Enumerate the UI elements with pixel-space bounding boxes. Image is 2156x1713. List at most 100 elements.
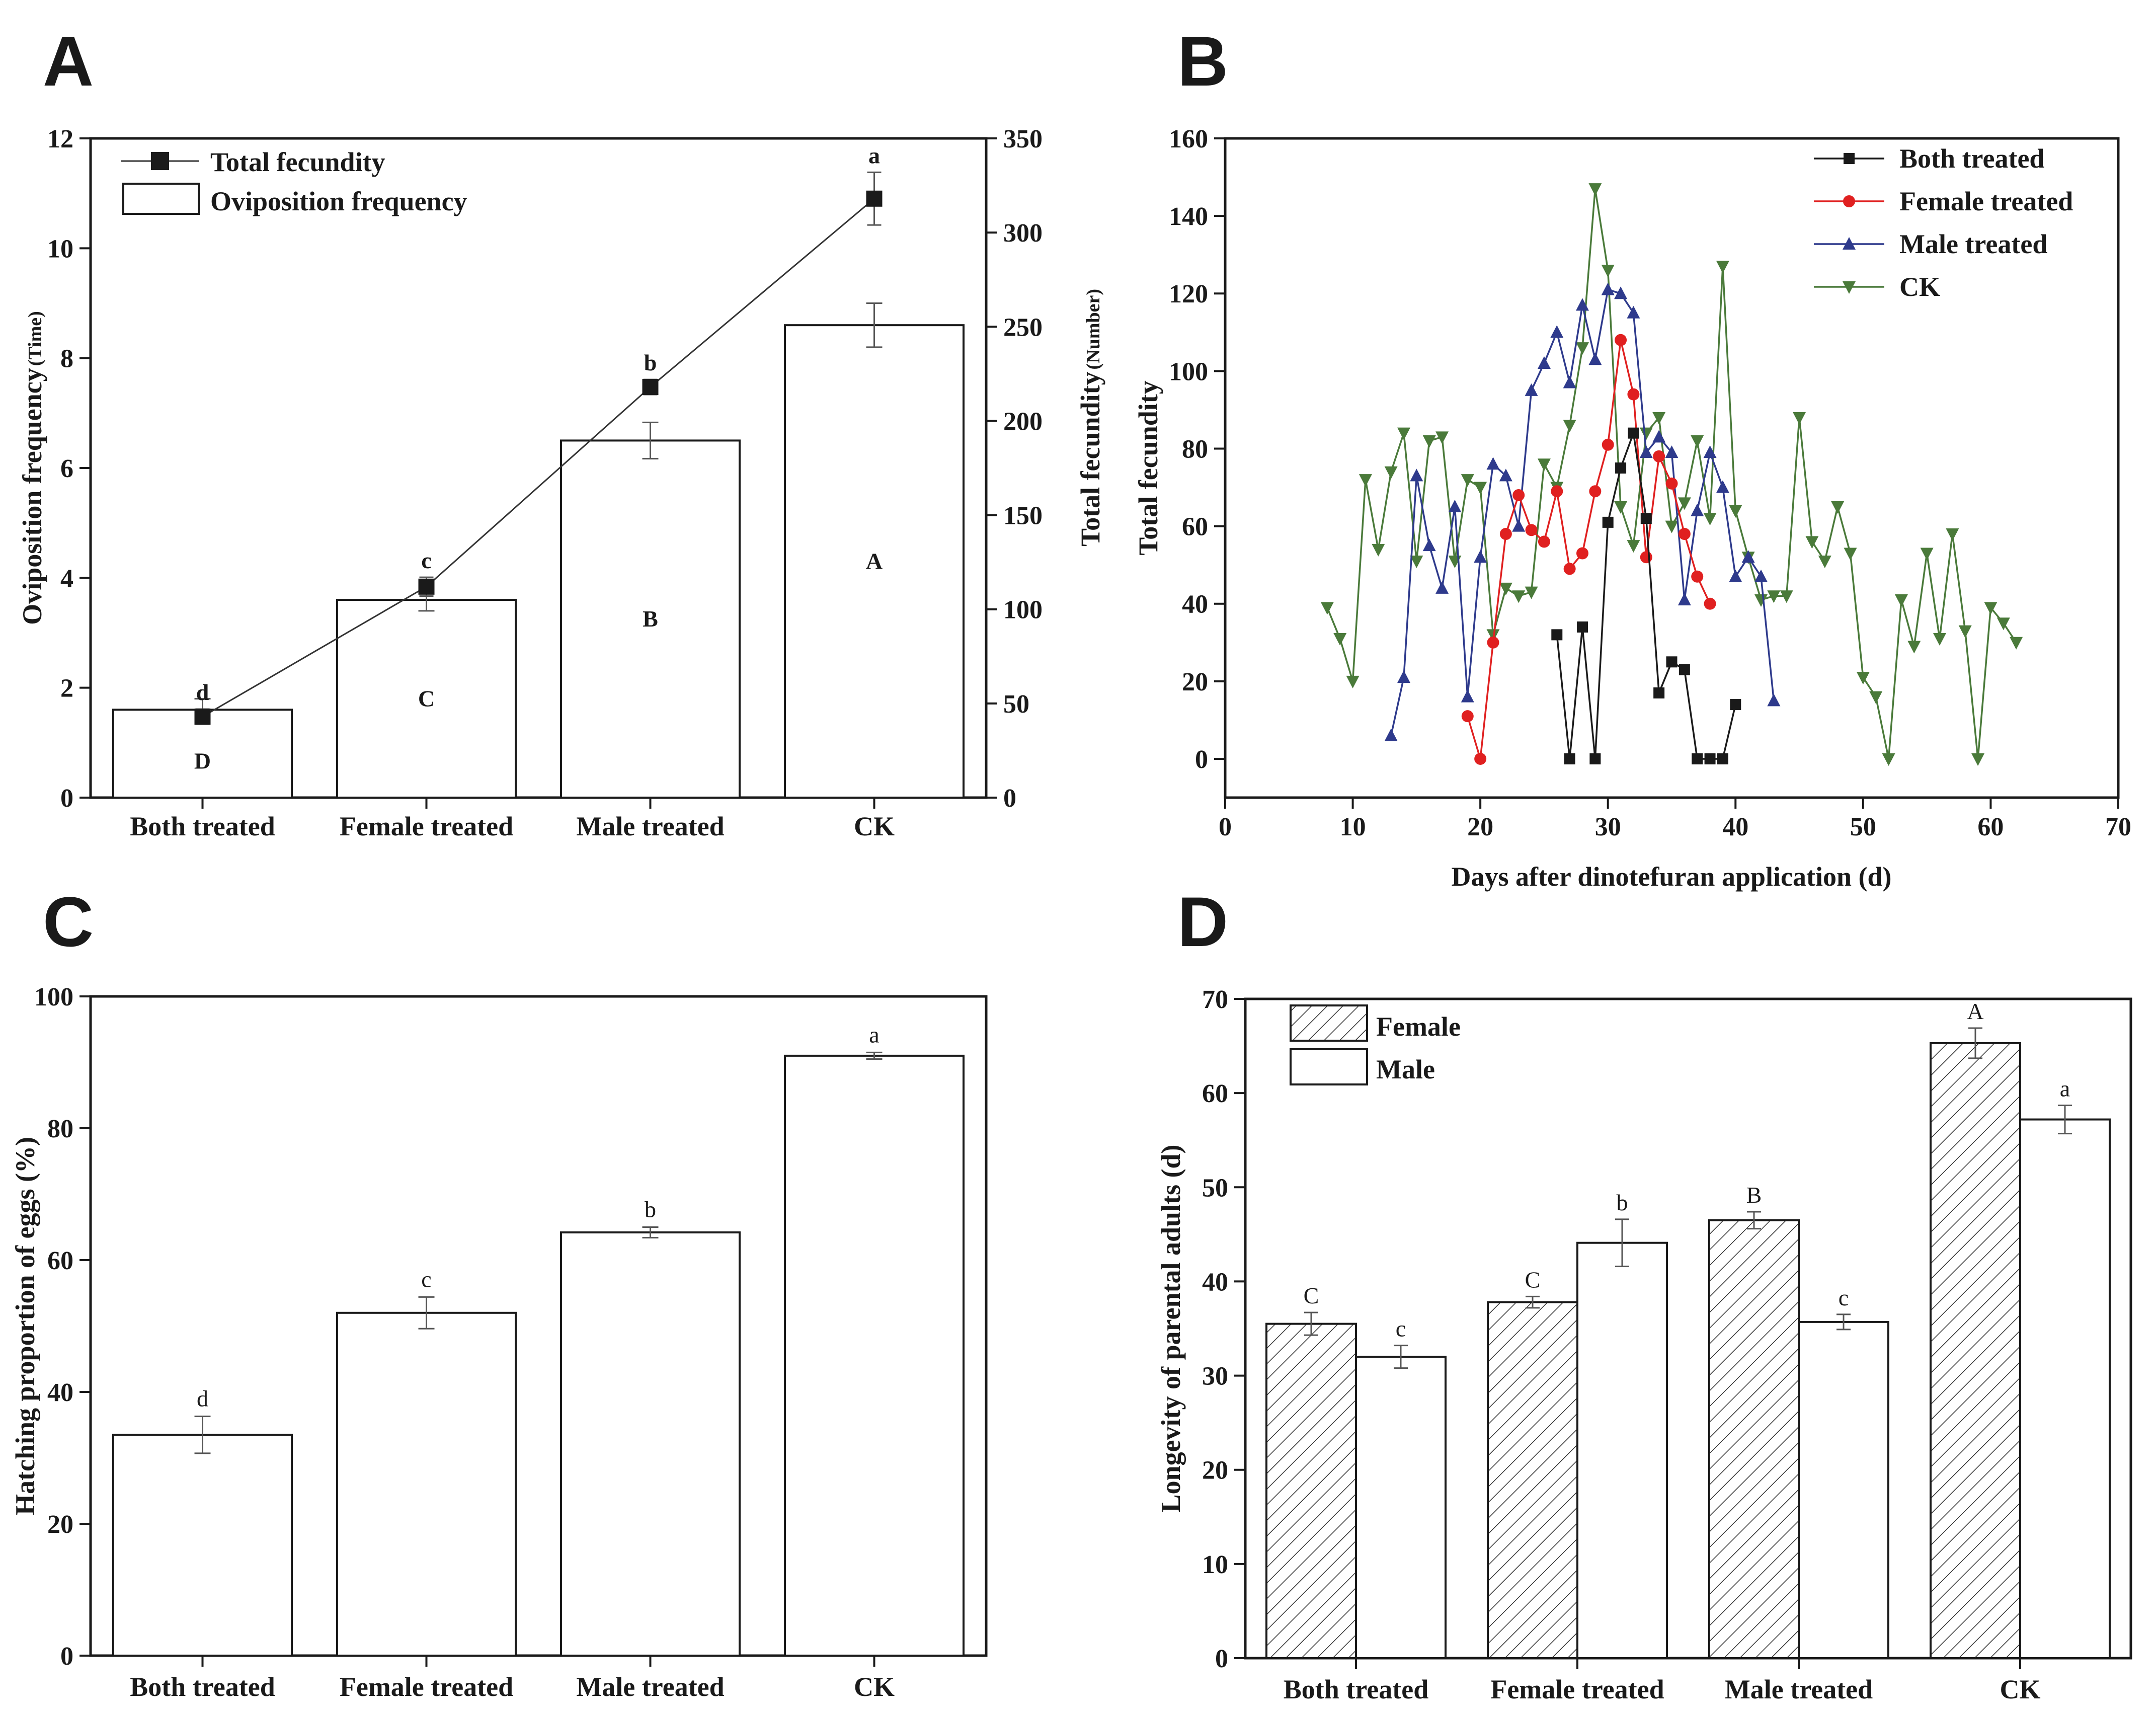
male-treated-point [1665, 445, 1679, 458]
ck-point [1627, 540, 1640, 553]
female-treated-point [1627, 388, 1640, 401]
ck-point [1512, 590, 1526, 603]
both-treated-point [1564, 753, 1575, 764]
legend-male-treated: Male treated [1899, 229, 2047, 259]
panel-a-y2-tick-label: 250 [1003, 313, 1043, 342]
panel-b-label: B [1177, 22, 1228, 101]
both-treated-point [1589, 753, 1601, 764]
panel-a: A 0 2 4 6 8 10 12 0 50 100 150 200 250 300 350 D C B A d… [17, 22, 1105, 841]
oviposition-letter: D [194, 748, 211, 774]
legend-female-treated: Female treated [1899, 186, 2073, 216]
panel-b-y-tick-label: 40 [1182, 590, 1208, 619]
ck-point [1525, 586, 1538, 599]
panel-a-categories: Both treated Female treated Male treated CK [130, 798, 895, 841]
panel-a-y-axis: 0 2 4 6 8 10 12 [47, 125, 91, 813]
female-treated-point [1538, 535, 1550, 548]
legend-female-treated-marker [1843, 195, 1855, 207]
male-treated-line [1390, 288, 1775, 736]
panel-d-legend: Female Male [1290, 1004, 1461, 1085]
oviposition-bar [336, 599, 517, 799]
female-treated-point [1576, 547, 1588, 560]
female-treated-point [1640, 551, 1652, 564]
male-letter: c [1839, 1285, 1849, 1310]
panel-b-y-tick-label: 60 [1182, 513, 1208, 541]
male-treated-point [1754, 569, 1768, 582]
female-longevity-bar [1930, 1042, 2021, 1659]
female-letter: C [1525, 1267, 1541, 1292]
male-treated-point [1652, 430, 1666, 443]
legend-male-swatch [1290, 1048, 1368, 1085]
oviposition-bar [784, 324, 965, 799]
female-treated-point [1525, 524, 1538, 536]
panel-c-y-tick-label: 40 [47, 1378, 73, 1407]
panel-a-y2label-unit: (Number) [1083, 289, 1104, 369]
male-treated-point [1627, 305, 1640, 319]
ck-point [2010, 637, 2023, 650]
ck-point [1372, 543, 1385, 557]
male-longevity-bar [1798, 1320, 1889, 1659]
panel-d-y-tick-label: 50 [1202, 1174, 1228, 1202]
panel-a-y-tick-label: 8 [60, 345, 73, 373]
ck-point [1997, 617, 2010, 631]
ck-point [1601, 265, 1615, 277]
female-treated-point [1704, 597, 1716, 610]
ck-point [1639, 427, 1653, 440]
both-treated-point [1704, 753, 1716, 764]
female-treated-point [1499, 528, 1512, 540]
male-letter: b [1617, 1190, 1628, 1215]
female-treated-point [1589, 485, 1602, 498]
both-treated-line [1556, 433, 1736, 760]
ck-point [1665, 520, 1679, 533]
both-treated-point [1602, 516, 1614, 528]
ck-point [1882, 753, 1895, 766]
ck-point [1793, 412, 1806, 425]
female-treated-point [1461, 710, 1474, 723]
ck-point [1678, 497, 1691, 510]
ck-point [1780, 590, 1793, 603]
fecundity-letter: a [868, 142, 880, 168]
both-treated-point [1730, 699, 1741, 711]
ck-point [1397, 427, 1410, 440]
male-treated-point [1474, 550, 1487, 563]
both-treated-point [1717, 753, 1728, 764]
male-letter: c [1396, 1316, 1406, 1342]
panel-b-x-tick-label: 20 [1467, 813, 1493, 841]
panel-b-legend: Both treated Female treated Male treated CK [1814, 143, 2073, 302]
ck-point [1499, 582, 1512, 595]
panel-b-y-tick-label: 80 [1182, 435, 1208, 463]
both-treated-point [1679, 664, 1690, 675]
fecundity-point [418, 578, 435, 595]
hatching-bar [560, 1231, 741, 1657]
panel-a-y2-tick-label: 200 [1003, 407, 1043, 436]
panel-a-bars: D C B A [112, 302, 965, 799]
female-treated-point [1551, 485, 1563, 498]
ck-point [1320, 602, 1334, 615]
female-longevity-bar [1708, 1219, 1800, 1659]
male-treated-point [1550, 325, 1564, 338]
ck-point [1729, 505, 1742, 518]
panel-c-label: C [43, 882, 94, 961]
oviposition-letter: A [866, 549, 883, 574]
panel-d-category-label: Female treated [1490, 1674, 1664, 1704]
male-treated-point [1588, 352, 1602, 365]
ck-point [1844, 548, 1857, 561]
legend-total-fecundity: Total fecundity [210, 147, 385, 177]
panel-c-category-label: Male treated [576, 1672, 724, 1702]
both-treated-point [1628, 427, 1639, 439]
panel-a-y2-axis: 0 50 100 150 200 250 300 350 [986, 125, 1043, 813]
female-treated-point [1691, 570, 1704, 583]
fecundity-point [194, 709, 211, 725]
legend-ck-marker [1843, 281, 1856, 294]
panel-a-category-label: Female treated [340, 811, 513, 841]
ck-point [1461, 474, 1474, 487]
ck-point [1691, 435, 1704, 448]
panel-b-y-tick-label: 120 [1169, 280, 1208, 308]
panel-b-x-tick-label: 70 [2105, 813, 2131, 841]
female-treated-point [1512, 489, 1525, 501]
ck-point [1474, 482, 1487, 495]
ck-point [1805, 536, 1819, 549]
panel-a-y-tick-label: 0 [60, 784, 73, 813]
panel-a-category-label: Both treated [130, 811, 275, 841]
legend-male-treated-marker [1843, 237, 1856, 250]
male-treated-point [1729, 569, 1742, 582]
